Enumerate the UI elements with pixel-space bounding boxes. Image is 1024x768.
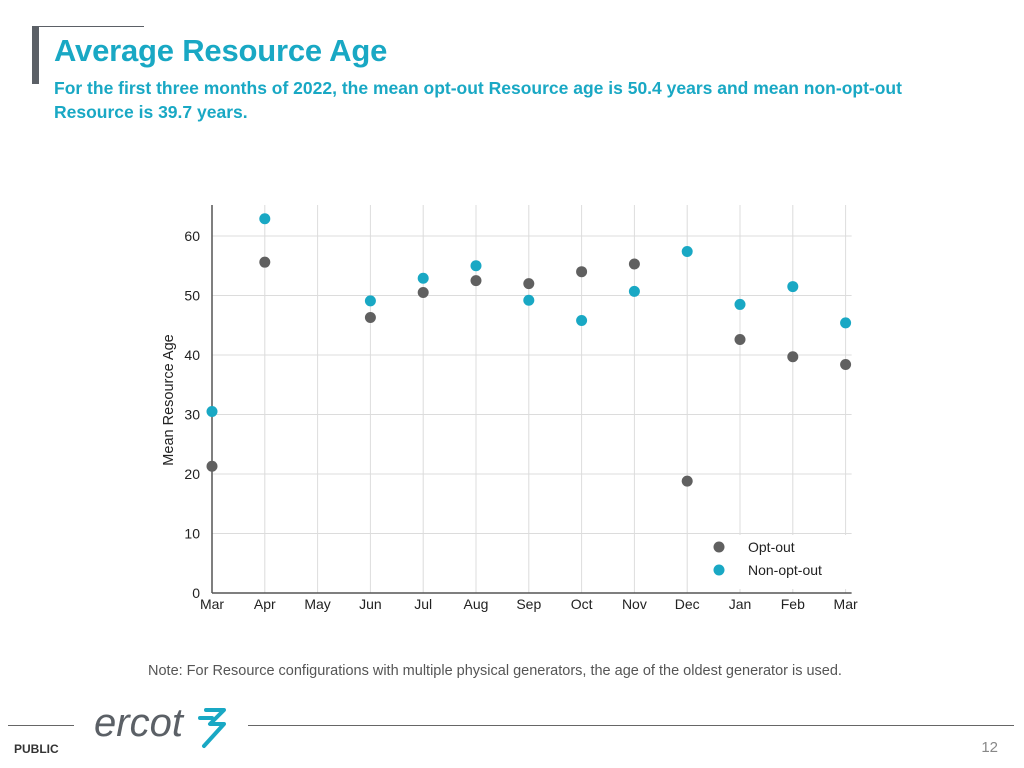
x-tick-label: Jun: [359, 596, 382, 612]
data-point-non-opt-out: [206, 406, 218, 418]
data-point-opt-out: [840, 359, 852, 371]
classification-label: PUBLIC: [14, 742, 59, 756]
data-point-non-opt-out: [734, 298, 746, 310]
footer-divider-right: [248, 725, 1014, 726]
legend-marker: [713, 564, 725, 576]
x-tick-label: May: [304, 596, 330, 612]
x-tick-label: Feb: [781, 596, 805, 612]
y-axis-label: Mean Resource Age: [161, 334, 177, 465]
x-tick-label: Mar: [834, 596, 858, 612]
footer-divider-left: [8, 725, 74, 726]
page-subtitle: For the first three months of 2022, the …: [54, 78, 902, 122]
ercot-logo: ercot: [94, 701, 226, 748]
data-point-non-opt-out: [259, 213, 271, 225]
data-point-non-opt-out: [576, 314, 588, 326]
y-tick-label: 0: [192, 585, 200, 601]
page-title: Average Resource Age: [54, 33, 388, 68]
x-tick-label: Jul: [414, 596, 432, 612]
data-point-non-opt-out: [523, 294, 535, 306]
x-tick-label: Dec: [675, 596, 700, 612]
data-point-opt-out: [470, 275, 482, 287]
data-point-opt-out: [576, 266, 588, 278]
data-point-non-opt-out: [787, 281, 799, 293]
y-tick-label: 40: [184, 347, 200, 363]
page-number: 12: [981, 739, 998, 756]
x-tick-label: Aug: [464, 596, 489, 612]
x-tick-label: Jan: [729, 596, 752, 612]
x-tick-label: Sep: [516, 596, 541, 612]
data-point-non-opt-out: [470, 260, 482, 272]
title-accent-bar: [32, 27, 39, 84]
data-point-opt-out: [734, 334, 746, 346]
x-tick-label: Nov: [622, 596, 647, 612]
data-point-non-opt-out: [417, 272, 429, 284]
legend-label: Opt-out: [748, 539, 795, 555]
x-tick-label: Mar: [200, 596, 224, 612]
data-point-non-opt-out: [628, 285, 640, 297]
y-tick-label: 30: [184, 407, 200, 423]
data-point-opt-out: [206, 460, 218, 472]
data-point-opt-out: [681, 475, 693, 487]
data-point-opt-out: [523, 278, 535, 290]
x-tick-label: Apr: [254, 596, 276, 612]
y-tick-label: 50: [184, 288, 200, 304]
lightning-bolt-icon: [198, 708, 226, 748]
data-point-non-opt-out: [681, 245, 693, 257]
y-tick-label: 60: [184, 228, 200, 244]
data-point-non-opt-out: [364, 295, 376, 307]
data-point-opt-out: [787, 351, 799, 363]
x-tick-label: Oct: [571, 596, 593, 612]
y-tick-label: 20: [184, 466, 200, 482]
footnote: Note: For Resource configurations with m…: [148, 663, 842, 679]
legend-marker: [713, 541, 725, 553]
data-point-opt-out: [417, 287, 429, 299]
data-point-opt-out: [628, 258, 640, 270]
scatter-chart: 0 10 20 30 40 50 60 Mar Apr May Jun Jul Aug Sep Oct Nov…: [161, 205, 858, 612]
data-point-opt-out: [364, 312, 376, 324]
title-accent-line: [32, 26, 144, 27]
logo-wordmark: ercot: [94, 701, 185, 745]
data-point-opt-out: [259, 256, 271, 268]
data-point-non-opt-out: [840, 317, 852, 329]
legend-label: Non-opt-out: [748, 562, 822, 578]
y-tick-label: 10: [184, 526, 200, 542]
